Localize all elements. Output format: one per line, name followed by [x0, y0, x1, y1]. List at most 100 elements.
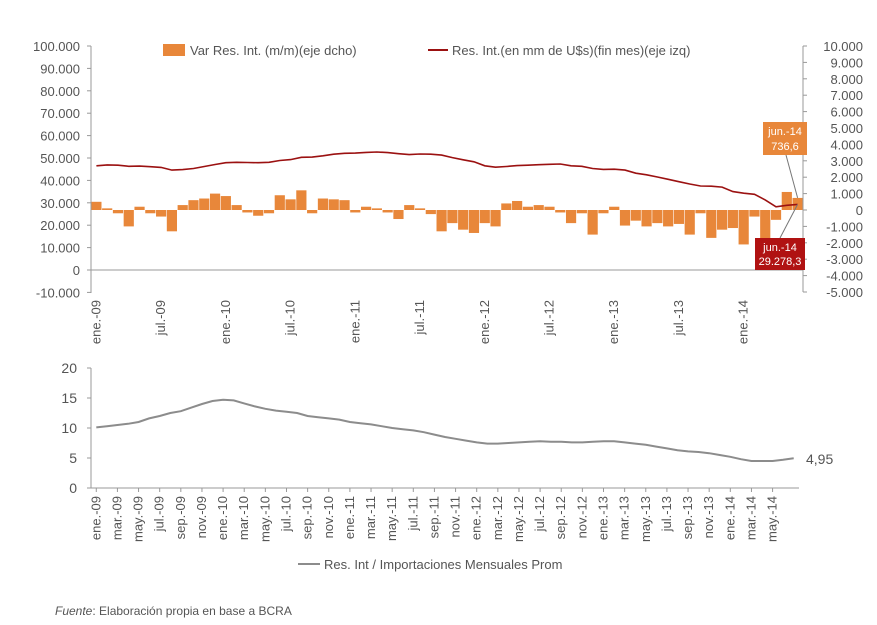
left-axis-tick-label: 50.000	[40, 151, 80, 166]
bottom-x-tick-label: mar.-12	[490, 496, 505, 540]
var-bar	[177, 205, 188, 210]
source-text: Elaboración propia en base a BCRA	[99, 604, 292, 618]
var-bar	[587, 210, 598, 235]
bottom-x-tick-label: may.-11	[384, 496, 399, 541]
var-bar	[425, 210, 436, 215]
bottom-x-tick-label: ene.-09	[88, 496, 103, 540]
bottom-x-tick-label: may.-09	[131, 496, 146, 542]
top-legend: Var Res. Int. (m/m)(eje dcho) Res. Int.(…	[163, 43, 690, 58]
annotation-bar-date: jun.-14	[767, 126, 802, 138]
var-bar	[242, 210, 253, 213]
var-bar	[102, 208, 113, 210]
annotation-line-box	[755, 238, 805, 270]
var-bar	[145, 210, 156, 214]
bottom-x-tick-label: nov.-10	[321, 496, 336, 538]
bottom-x-tick-label: ene.-14	[722, 496, 737, 540]
var-bar	[91, 201, 102, 210]
var-bar	[436, 210, 447, 232]
left-axis-tick-label: 30.000	[40, 196, 80, 211]
var-bar	[393, 210, 404, 220]
top-x-tick-label: jul.-09	[153, 300, 168, 336]
legend-label-bars: Var Res. Int. (m/m)(eje dcho)	[190, 43, 357, 58]
var-bar	[533, 205, 544, 210]
var-bar	[371, 208, 382, 210]
var-bar	[727, 210, 738, 229]
bottom-x-tick-label: jul.-10	[278, 496, 293, 532]
var-bar	[447, 210, 458, 224]
bottom-x-tick-label: ene.-13	[596, 496, 611, 540]
var-bar	[360, 206, 372, 210]
top-chart: -10.000 0 10.000 20.000 30.000 40.000 50.000 60…	[33, 39, 863, 344]
var-bar	[630, 210, 641, 221]
bottom-x-tick-label: sep.-13	[680, 496, 695, 539]
var-bar	[544, 206, 555, 210]
var-bar	[770, 210, 782, 220]
var-bar	[673, 210, 685, 224]
var-bar	[317, 198, 329, 210]
bottom-x-tick-label: mar.-14	[743, 496, 758, 540]
bottom-y-tick-label: 15	[61, 390, 77, 406]
bottom-x-tick-label: ene.-12	[469, 496, 484, 540]
bottom-y-tick-label: 10	[61, 420, 77, 436]
var-bar	[220, 196, 231, 210]
top-x-tick-label: ene.-14	[736, 300, 751, 344]
right-axis-tick-label: 1.000	[830, 187, 863, 202]
left-axis-tick-label: 100.000	[33, 39, 80, 54]
annotation-line-value: 29.278,3	[759, 256, 802, 268]
left-axis-tick-label: 80.000	[40, 84, 80, 99]
right-axis-tick-label: 5.000	[830, 121, 863, 136]
bottom-x-tick-label: may.-14	[765, 496, 780, 542]
source-colon: :	[92, 604, 100, 618]
right-axis-tick-label: 6.000	[830, 105, 863, 120]
bottom-x-tick-label: sep.-09	[173, 496, 188, 539]
left-axis-tick-label: 10.000	[40, 241, 80, 256]
right-axis-tick-label: -4.000	[826, 269, 863, 284]
annotation-bar-box	[763, 122, 807, 155]
right-axis-tick-label: 8.000	[830, 72, 863, 87]
var-bar	[555, 210, 566, 213]
var-bar	[512, 200, 523, 210]
var-bar	[576, 210, 587, 214]
right-axis-tick-label: 9.000	[830, 55, 863, 70]
left-axis-tick-label: 60.000	[40, 129, 80, 144]
legend-label-line: Res. Int.(en mm de U$s)(fin mes)(eje izq…	[452, 43, 690, 58]
var-bar	[307, 210, 318, 214]
bottom-x-tick-label: jul.-13	[659, 496, 674, 532]
var-bar	[188, 200, 199, 210]
var-bar	[684, 210, 695, 235]
annotation-bar-value: 736,6	[771, 141, 799, 153]
var-bar	[166, 210, 178, 232]
var-bar	[350, 210, 361, 213]
var-bar	[652, 210, 663, 224]
var-bar	[716, 210, 728, 230]
var-bar	[738, 210, 749, 245]
source-note: Fuente: Elaboración propia en base a BCR…	[55, 604, 292, 618]
bottom-legend: Res. Int / Importaciones Mensuales Prom	[298, 557, 562, 572]
var-bar	[479, 210, 490, 224]
bottom-x-tick-label: mar.-09	[109, 496, 124, 540]
reserves-line	[96, 151, 798, 208]
top-x-tick-label: ene.-12	[477, 300, 492, 344]
var-bar	[565, 210, 577, 224]
bar-series	[91, 190, 803, 255]
var-bar	[598, 210, 609, 214]
annotation-bar-leader	[785, 154, 799, 199]
bottom-x-tick-label: jul.-09	[152, 496, 167, 532]
ratio-end-label: 4,95	[806, 451, 833, 467]
bottom-x-tick-label: ene.-10	[215, 496, 230, 540]
right-axis-tick-label: 10.000	[823, 39, 863, 54]
bottom-x-tick-label: may.-12	[511, 496, 526, 542]
bottom-x-tick-label: nov.-13	[701, 496, 716, 538]
bottom-x-tick-label: mar.-13	[617, 496, 632, 540]
bottom-chart: 0 5 10 15 20 ene.-09 mar.-09 may.-09 jul.-09 sep.…	[61, 360, 833, 572]
top-x-tick-label: jul.-11	[412, 300, 427, 335]
var-bar	[199, 198, 210, 210]
var-bar	[458, 210, 469, 230]
bottom-x-tick-label: sep.-11	[426, 496, 441, 538]
var-bar	[490, 210, 501, 227]
legend-label-ratio: Res. Int / Importaciones Mensuales Prom	[324, 557, 562, 572]
right-axis-tick-label: -1.000	[826, 219, 863, 234]
left-axis-tick-label: 0	[73, 263, 80, 278]
top-x-tick-label: ene.-09	[88, 300, 103, 344]
